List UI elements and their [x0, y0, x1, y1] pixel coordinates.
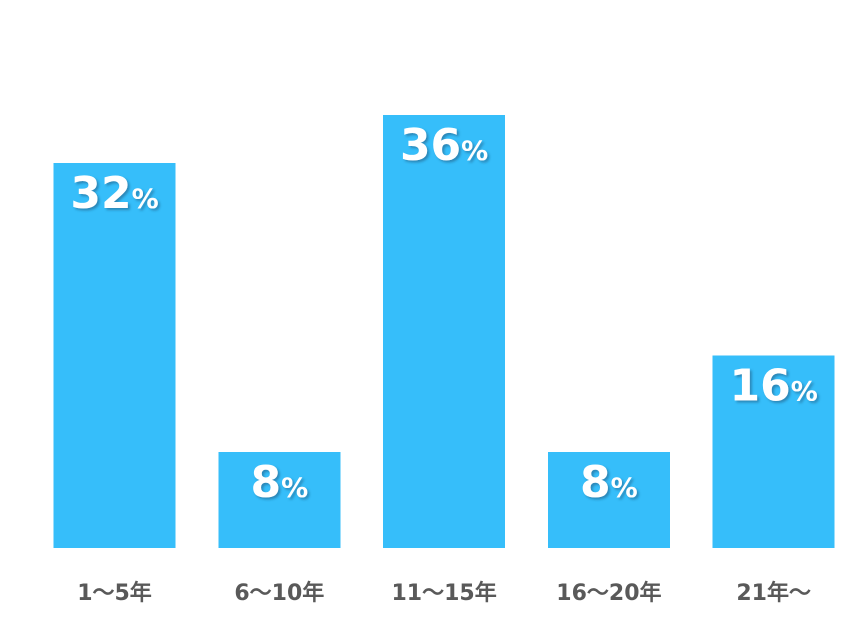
- bar-value-label-4: 8%: [580, 457, 638, 508]
- bar-value-number: 32: [70, 168, 131, 219]
- bars-group: [53, 114, 835, 549]
- bar-value-percent-sign: %: [461, 136, 488, 167]
- category-label-4: 16～20年: [556, 580, 661, 606]
- value-labels-group: 32%8%36%8%16%: [70, 120, 817, 508]
- bar-4: [547, 451, 670, 548]
- bar-value-number: 8: [250, 457, 281, 508]
- bar-value-label-3: 36%: [400, 120, 488, 171]
- bar-value-percent-sign: %: [791, 377, 818, 408]
- category-label-3: 11～15年: [391, 580, 496, 606]
- bar-value-number: 16: [730, 361, 791, 412]
- bar-1: [53, 163, 176, 548]
- bar-5: [712, 355, 835, 548]
- bar-3: [383, 114, 506, 549]
- bar-value-label-5: 16%: [730, 361, 818, 412]
- bar-value-percent-sign: %: [281, 473, 308, 504]
- bar-value-percent-sign: %: [132, 184, 159, 215]
- bar-value-number: 36: [400, 120, 461, 171]
- category-label-5: 21年～: [736, 580, 811, 606]
- bar-2: [218, 451, 341, 548]
- category-labels-group: 1～5年 6～10年 11～15年 16～20年 21年～: [77, 580, 811, 606]
- bar-value-label-1: 32%: [70, 168, 158, 219]
- bar-value-number: 8: [580, 457, 611, 508]
- category-label-2: 6～10年: [234, 580, 324, 606]
- bar-value-percent-sign: %: [611, 473, 638, 504]
- category-label-1: 1～5年: [77, 580, 152, 606]
- bar-value-label-2: 8%: [250, 457, 308, 508]
